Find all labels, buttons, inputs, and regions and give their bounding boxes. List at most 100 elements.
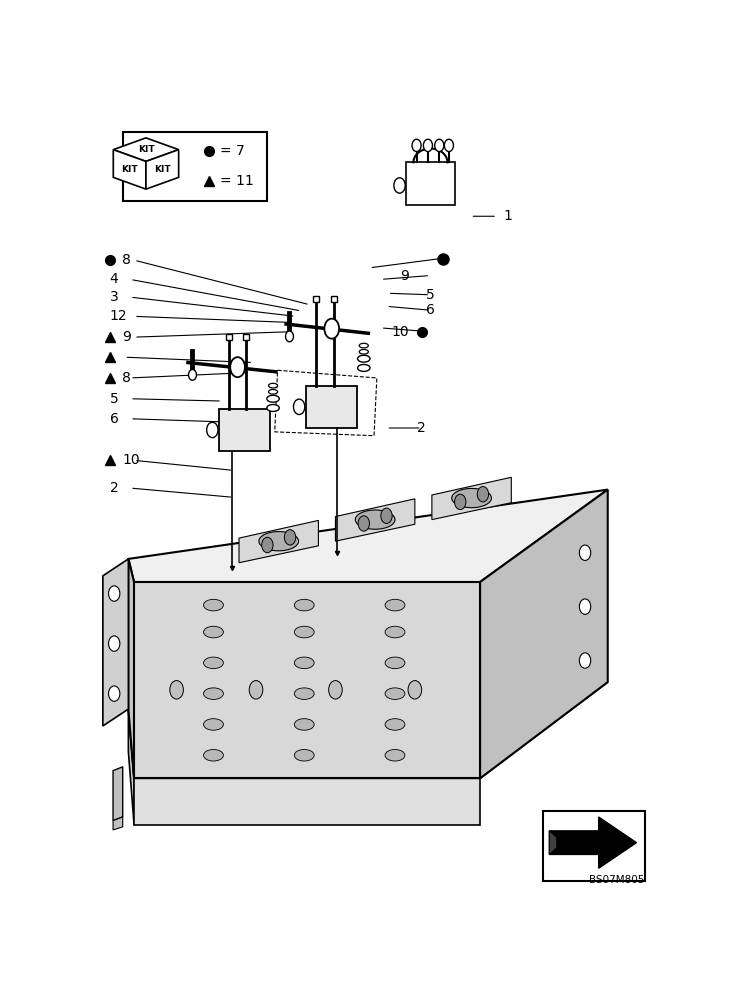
Text: 9: 9 bbox=[400, 269, 409, 283]
Polygon shape bbox=[406, 162, 455, 205]
Polygon shape bbox=[549, 831, 557, 854]
Ellipse shape bbox=[203, 626, 223, 638]
Ellipse shape bbox=[359, 349, 368, 354]
Circle shape bbox=[249, 681, 263, 699]
Ellipse shape bbox=[359, 343, 368, 348]
Polygon shape bbox=[134, 582, 480, 778]
Text: = 7: = 7 bbox=[220, 144, 244, 158]
Text: 12: 12 bbox=[110, 309, 127, 323]
Text: 2: 2 bbox=[110, 481, 119, 495]
Text: 1: 1 bbox=[504, 209, 513, 223]
Circle shape bbox=[444, 139, 453, 152]
Polygon shape bbox=[113, 767, 123, 821]
Polygon shape bbox=[134, 778, 480, 825]
Circle shape bbox=[580, 545, 591, 560]
Polygon shape bbox=[128, 559, 134, 778]
Bar bbox=[542, 811, 645, 881]
Text: KIT: KIT bbox=[122, 165, 138, 174]
Ellipse shape bbox=[385, 626, 405, 638]
Circle shape bbox=[423, 139, 433, 152]
Circle shape bbox=[230, 357, 245, 377]
Circle shape bbox=[477, 487, 489, 502]
Text: 6: 6 bbox=[110, 412, 119, 426]
Polygon shape bbox=[128, 490, 608, 582]
Bar bbox=[123, 132, 267, 201]
Text: 5: 5 bbox=[426, 288, 435, 302]
Ellipse shape bbox=[355, 510, 395, 529]
Text: 9: 9 bbox=[122, 330, 131, 344]
Text: 3: 3 bbox=[110, 290, 119, 304]
Text: 10: 10 bbox=[392, 325, 409, 339]
Polygon shape bbox=[146, 150, 179, 189]
Ellipse shape bbox=[294, 599, 314, 611]
Ellipse shape bbox=[385, 688, 405, 699]
Text: 6: 6 bbox=[426, 303, 435, 317]
Circle shape bbox=[206, 422, 218, 438]
Circle shape bbox=[294, 399, 305, 415]
Ellipse shape bbox=[203, 719, 223, 730]
Polygon shape bbox=[128, 709, 134, 825]
Polygon shape bbox=[239, 520, 318, 563]
Polygon shape bbox=[113, 138, 179, 161]
Text: 2: 2 bbox=[417, 421, 426, 435]
Ellipse shape bbox=[452, 488, 491, 508]
Text: 10: 10 bbox=[122, 453, 140, 467]
Ellipse shape bbox=[385, 657, 405, 669]
Ellipse shape bbox=[269, 383, 277, 388]
Polygon shape bbox=[128, 682, 608, 778]
Text: 4: 4 bbox=[110, 272, 119, 286]
Circle shape bbox=[394, 178, 406, 193]
Ellipse shape bbox=[294, 749, 314, 761]
Circle shape bbox=[262, 537, 273, 553]
Circle shape bbox=[329, 681, 343, 699]
Circle shape bbox=[580, 599, 591, 614]
Polygon shape bbox=[113, 817, 123, 830]
Circle shape bbox=[108, 586, 120, 601]
Text: KIT: KIT bbox=[138, 145, 154, 154]
Circle shape bbox=[189, 369, 196, 380]
Ellipse shape bbox=[294, 657, 314, 669]
Ellipse shape bbox=[203, 749, 223, 761]
Ellipse shape bbox=[203, 688, 223, 699]
Polygon shape bbox=[432, 477, 511, 520]
Ellipse shape bbox=[203, 599, 223, 611]
Ellipse shape bbox=[385, 719, 405, 730]
Ellipse shape bbox=[385, 599, 405, 611]
Bar bbox=[306, 386, 357, 428]
Circle shape bbox=[381, 508, 392, 523]
Circle shape bbox=[408, 681, 422, 699]
Bar bbox=[219, 409, 270, 451]
Circle shape bbox=[455, 494, 466, 510]
Ellipse shape bbox=[357, 355, 370, 362]
Ellipse shape bbox=[294, 626, 314, 638]
Circle shape bbox=[358, 516, 370, 531]
Polygon shape bbox=[102, 559, 128, 726]
Polygon shape bbox=[113, 150, 146, 189]
Ellipse shape bbox=[269, 396, 277, 400]
Circle shape bbox=[412, 139, 421, 152]
Text: KIT: KIT bbox=[154, 165, 171, 174]
Polygon shape bbox=[549, 817, 636, 868]
Ellipse shape bbox=[357, 364, 370, 371]
Ellipse shape bbox=[266, 395, 280, 402]
Ellipse shape bbox=[385, 749, 405, 761]
Circle shape bbox=[108, 636, 120, 651]
Text: 5: 5 bbox=[110, 392, 119, 406]
Ellipse shape bbox=[294, 719, 314, 730]
Circle shape bbox=[108, 686, 120, 701]
Circle shape bbox=[580, 653, 591, 668]
Circle shape bbox=[170, 681, 184, 699]
Ellipse shape bbox=[266, 405, 280, 411]
Text: BS07M805: BS07M805 bbox=[589, 875, 645, 885]
Polygon shape bbox=[480, 490, 608, 778]
Ellipse shape bbox=[359, 356, 368, 360]
Ellipse shape bbox=[203, 657, 223, 669]
Ellipse shape bbox=[259, 532, 299, 551]
Circle shape bbox=[285, 331, 294, 342]
Circle shape bbox=[435, 139, 444, 152]
Circle shape bbox=[284, 530, 296, 545]
Text: = 11: = 11 bbox=[220, 174, 253, 188]
Ellipse shape bbox=[294, 688, 314, 699]
Text: 8: 8 bbox=[122, 371, 131, 385]
Text: 8: 8 bbox=[122, 253, 131, 267]
